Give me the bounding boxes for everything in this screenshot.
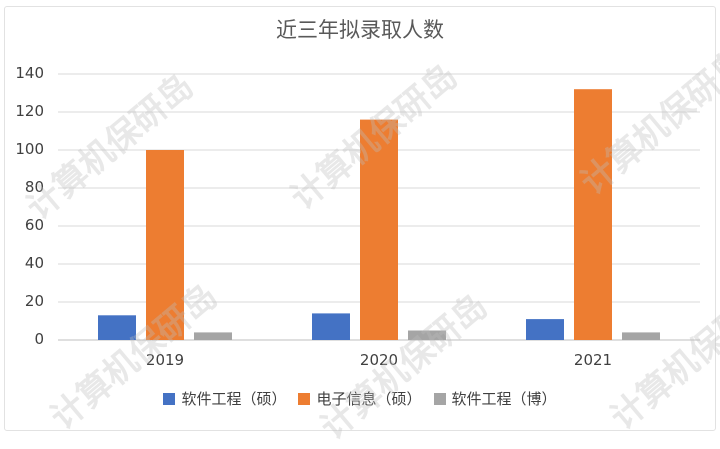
plot-area: [58, 73, 700, 341]
bar-2020-series-2: [408, 330, 446, 340]
x-tick-label: 2019: [145, 351, 185, 369]
bar-2019-series-2: [194, 332, 232, 340]
legend-label: 软件工程（硕）: [181, 390, 287, 408]
y-tick-label: 20: [24, 292, 44, 310]
legend-item: 软件工程（博）: [433, 388, 557, 409]
y-tick-label: 80: [24, 178, 44, 196]
bar-2020-series-0: [312, 313, 350, 340]
y-tick-label: 100: [15, 140, 44, 158]
legend-label: 电子信息（硕）: [316, 390, 422, 408]
legend-swatch: [298, 392, 311, 405]
bar-2019-series-0: [98, 315, 136, 340]
y-tick-label: 60: [24, 216, 44, 234]
legend-item: 软件工程（硕）: [163, 388, 286, 409]
legend: 软件工程（硕） 电子信息（硕） 软件工程（博）: [0, 388, 720, 409]
chart-border: [4, 6, 716, 431]
bar-2021-series-0: [526, 319, 564, 340]
y-tick-label: 40: [24, 254, 44, 272]
legend-label: 软件工程（博）: [451, 390, 557, 408]
y-tick-label: 120: [15, 102, 44, 120]
chart-title: 近三年拟录取人数: [276, 18, 444, 42]
bar-2019-series-1: [146, 150, 184, 340]
legend-swatch: [163, 392, 176, 405]
legend-item: 电子信息（硕）: [298, 388, 422, 409]
y-tick-label: 0: [34, 330, 44, 348]
chart-frame: 近三年拟录取人数 0 20 40 60 80 100 120 140 2019 2020 2021…: [0, 6, 720, 449]
bar-2020-series-1: [360, 119, 398, 340]
x-tick-label: 2021: [573, 351, 613, 369]
legend-swatch: [433, 392, 446, 405]
bar-2021-series-2: [622, 332, 660, 340]
bar-2021-series-1: [574, 89, 612, 340]
x-tick-label: 2020: [359, 351, 399, 369]
y-tick-label: 140: [15, 64, 44, 82]
